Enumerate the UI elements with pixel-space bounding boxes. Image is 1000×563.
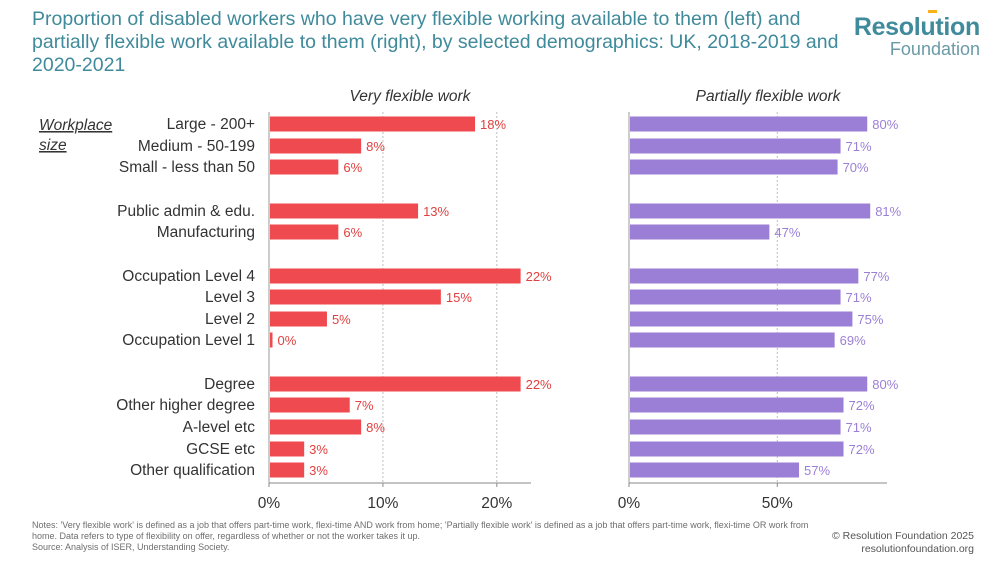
- bar-right: [630, 138, 841, 154]
- bar-right: [630, 376, 868, 392]
- tick-label-left: 20%: [481, 495, 512, 512]
- data-label-right: 75%: [857, 312, 883, 327]
- category-label: Large - 200+: [167, 116, 255, 133]
- bar-right: [630, 311, 853, 327]
- bar-right: [630, 289, 841, 305]
- bar-right: [630, 224, 770, 240]
- panel-title-right: Partially flexible work: [696, 88, 842, 105]
- tick-label-left: 0%: [258, 495, 281, 512]
- chart-notes: Notes: 'Very flexible work' is defined a…: [32, 520, 812, 553]
- data-label-right: 80%: [872, 377, 898, 392]
- bar-left: [270, 268, 521, 284]
- bar-left: [270, 311, 327, 327]
- category-label: Level 2: [205, 311, 255, 328]
- bar-left: [270, 376, 521, 392]
- bar-left: [270, 159, 339, 175]
- data-label-left: 22%: [526, 377, 552, 392]
- data-label-right: 71%: [846, 290, 872, 305]
- data-label-left: 0%: [278, 333, 297, 348]
- data-label-right: 80%: [872, 117, 898, 132]
- bar-left: [270, 332, 273, 348]
- tick-label-right: 50%: [762, 495, 793, 512]
- category-label: Manufacturing: [157, 224, 255, 241]
- category-label: Occupation Level 4: [122, 268, 255, 285]
- chart-title: Proportion of disabled workers who have …: [32, 8, 839, 76]
- category-label: Medium - 50-199: [138, 138, 255, 155]
- logo-accent: [928, 10, 937, 13]
- bar-right: [630, 268, 859, 284]
- data-label-left: 3%: [309, 463, 328, 478]
- category-label: A-level etc: [183, 419, 256, 436]
- bar-left: [270, 224, 339, 240]
- data-label-right: 47%: [774, 225, 800, 240]
- data-label-right: 77%: [863, 269, 889, 284]
- bar-left: [270, 289, 441, 305]
- bar-right: [630, 419, 841, 435]
- copyright-line: © Resolution Foundation 2025: [831, 530, 974, 542]
- bar-left: [270, 116, 476, 132]
- data-label-left: 5%: [332, 312, 351, 327]
- data-label-left: 8%: [366, 139, 385, 154]
- website-line: resolutionfoundation.org: [861, 543, 974, 555]
- copyright: © Resolution Foundation 2025 resolutionf…: [832, 530, 974, 556]
- bar-right: [630, 116, 868, 132]
- category-label: Level 3: [205, 289, 255, 306]
- bar-left: [270, 203, 419, 219]
- data-label-right: 81%: [875, 204, 901, 219]
- brand-sub: Foundation: [889, 39, 980, 59]
- tick-label-right: 0%: [618, 495, 641, 512]
- data-label-right: 72%: [849, 398, 875, 413]
- category-label: Small - less than 50: [119, 159, 255, 176]
- bar-left: [270, 397, 350, 413]
- data-label-left: 3%: [309, 442, 328, 457]
- panel-title-left: Very flexible work: [350, 88, 472, 105]
- bar-right: [630, 159, 838, 175]
- data-label-right: 69%: [840, 333, 866, 348]
- category-label: Degree: [204, 376, 255, 393]
- data-label-left: 22%: [526, 269, 552, 284]
- data-label-left: 6%: [343, 225, 362, 240]
- brand-name: Resolution: [853, 13, 980, 41]
- group-label-line: size: [39, 137, 67, 154]
- bar-left: [270, 419, 362, 435]
- bar-right: [630, 203, 871, 219]
- data-label-left: 7%: [355, 398, 374, 413]
- category-label: Public admin & edu.: [117, 203, 255, 220]
- chart-canvas: Large - 200+ Medium - 50-199 Small - less …: [39, 88, 902, 512]
- data-label-right: 71%: [846, 139, 872, 154]
- bar-left: [270, 441, 305, 457]
- bar-right: [630, 332, 835, 348]
- bar-right: [630, 397, 844, 413]
- data-label-left: 13%: [423, 204, 449, 219]
- data-label-left: 18%: [480, 117, 506, 132]
- data-label-right: 70%: [843, 160, 869, 175]
- notes-source: Source: Analysis of ISER, Understanding …: [32, 542, 230, 552]
- bar-right: [630, 441, 844, 457]
- notes-definition: Notes: 'Very flexible work' is defined a…: [32, 520, 809, 541]
- data-label-left: 6%: [343, 160, 362, 175]
- data-label-left: 15%: [446, 290, 472, 305]
- data-label-right: 57%: [804, 463, 830, 478]
- bar-right: [630, 462, 800, 478]
- tick-label-left: 10%: [367, 495, 398, 512]
- category-label: Other qualification: [130, 462, 255, 479]
- data-label-right: 71%: [846, 420, 872, 435]
- bar-left: [270, 462, 305, 478]
- group-label-line: Workplace: [39, 117, 113, 134]
- category-label: Occupation Level 1: [122, 332, 255, 349]
- brand-logo: Resolution Foundation: [853, 10, 980, 59]
- bar-left: [270, 138, 362, 154]
- data-label-left: 8%: [366, 420, 385, 435]
- category-label: GCSE etc: [186, 441, 255, 458]
- category-label: Other higher degree: [116, 397, 255, 414]
- data-label-right: 72%: [849, 442, 875, 457]
